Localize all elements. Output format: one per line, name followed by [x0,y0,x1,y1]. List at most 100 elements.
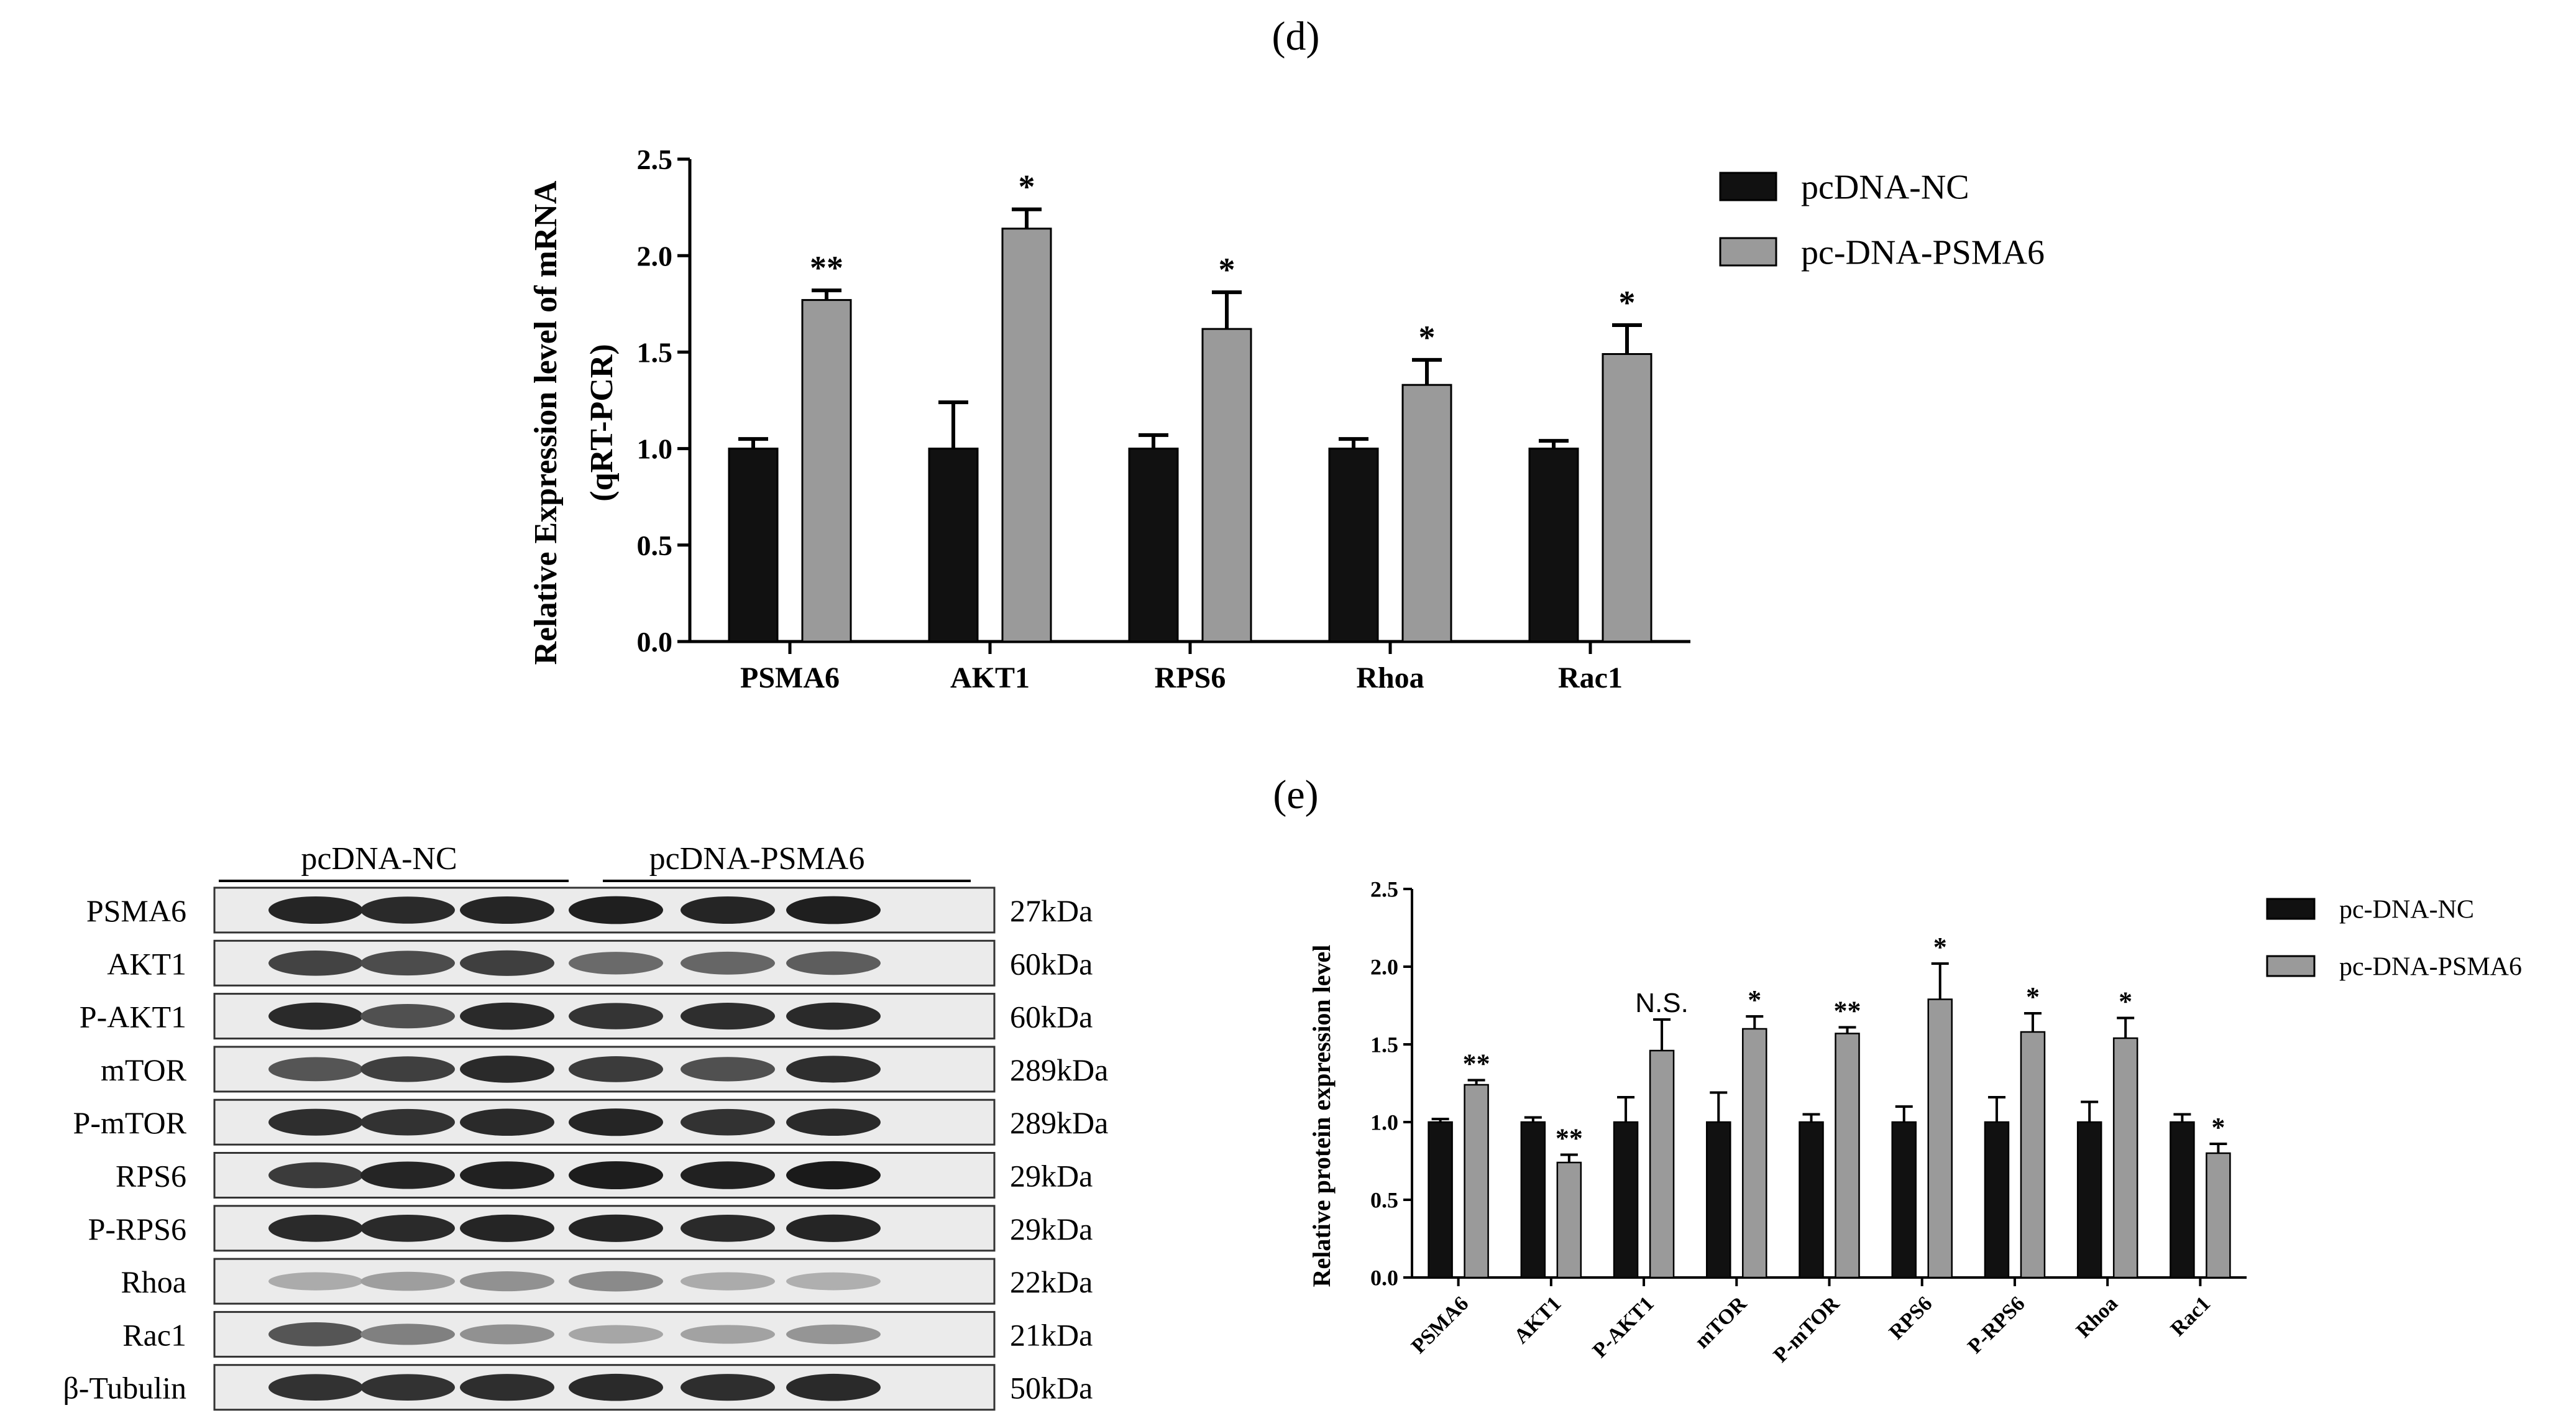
chart-e-category-label: P-mTOR [1769,1292,1845,1367]
blot-band [786,1002,881,1030]
chart-d-ylabel-line1: Relative Expression level of mRNA [528,180,564,665]
blot-band [268,1162,363,1189]
blot-band [268,1057,363,1082]
chart-d-category-label: Rhoa [1356,661,1424,694]
chart-d-bar-treatment [1201,328,1252,643]
chart-d-y-tick-label: 0.0 [637,626,673,658]
chart-d-category-label: Rac1 [1558,661,1623,694]
blot-band [460,1056,554,1083]
blot-protein-label: RPS6 [116,1159,186,1194]
chart-e-legend-label: pc-DNA-PSMA6 [2339,953,2522,982]
chart-d-y-tick-label: 1.0 [637,433,673,465]
chart-d-category-label: RPS6 [1155,661,1226,694]
panel-e-label: (e) [1273,772,1318,817]
blot-band [360,1056,455,1082]
blot-band [268,1272,363,1291]
chart-e-bar-control [1520,1121,1546,1279]
chart-e-bar-treatment [1464,1084,1489,1279]
blot-band [460,950,554,976]
blot-band [268,1002,363,1030]
chart-e-bar-treatment [1835,1033,1860,1279]
chart-e-significance-label: * [2026,982,2040,1012]
chart-e-significance-label: * [2119,987,2132,1017]
blot-band [569,1373,663,1401]
chart-e-bar-control [2170,1121,2195,1279]
blot-protein-label: P-RPS6 [88,1212,186,1246]
chart-e-category-label: P-AKT1 [1588,1292,1659,1362]
blot-band [681,1003,775,1030]
blot-protein-label: P-AKT1 [80,1000,186,1034]
blot-band [681,896,775,924]
chart-d-legend: pcDNA-NC pc-DNA-PSMA6 [1719,168,2045,272]
chart-d-category-label: AKT1 [950,661,1030,694]
blot-protein-label: PSMA6 [86,893,186,928]
blot-band [268,1215,363,1242]
chart-e-bar-control [1891,1121,1917,1279]
chart-e-significance-label: ** [1834,996,1861,1026]
blot-band [569,896,663,924]
blot-size-label: 50kDa [1010,1371,1093,1406]
chart-e-significance-label: ** [1556,1123,1583,1154]
chart-e-bar-treatment [2020,1031,2046,1279]
chart-e-bar-control [1613,1121,1639,1279]
chart-d-significance-label: ** [810,249,843,287]
blot-size-label: 21kDa [1010,1317,1093,1352]
blot-band [681,1374,775,1401]
chart-e-category-label: P-RPS6 [1963,1292,2029,1358]
chart-e-bar-control [1799,1121,1824,1279]
chart-d-bar-treatment [1001,228,1052,643]
chart-e-significance-label: * [1933,932,1947,962]
chart-d-significance-label: * [1419,319,1436,356]
blot-band [786,951,881,975]
blot-band [460,1002,554,1030]
chart-e-bar-control [2076,1121,2102,1279]
blot-band [569,1003,663,1029]
chart-e-legend-swatch [2266,955,2316,977]
blot-protein-label: mTOR [101,1052,187,1087]
chart-d-legend-swatch [1719,237,1777,267]
chart-e-bar-control [1984,1121,2010,1279]
chart-d-significance-label: * [1019,168,1035,206]
chart-e-bar-treatment [1742,1028,1767,1279]
blot-protein-label: β-Tubulin [63,1371,186,1406]
chart-e-y-tick-label: 1.0 [1370,1110,1398,1135]
blot-band [460,1214,554,1242]
chart-d-legend-label: pcDNA-NC [1801,168,1969,207]
blot-band [681,1272,775,1291]
chart-e-category-label: Rhoa [2072,1292,2122,1342]
blot-band [681,1057,775,1082]
chart-d-bar-treatment [1401,384,1452,643]
blot-group-label-1: pcDNA-NC [301,841,457,877]
blot-band [460,1324,554,1345]
blot-band [569,1056,663,1082]
chart-d-significance-label: * [1619,284,1636,321]
chart-e-y-tick-label: 0.0 [1370,1266,1398,1291]
chart-d-y-tick-label: 1.5 [637,337,673,369]
blot-size-label: 60kDa [1010,1000,1093,1034]
blot-band [460,1374,554,1401]
chart-d-y-tick-label: 2.5 [637,144,673,175]
chart-d-bar-control [1128,448,1179,643]
blot-size-label: 27kDa [1010,893,1093,928]
chart-e-category-label: Rac1 [2166,1292,2215,1340]
blot-band [460,1108,554,1136]
chart-d-bars: ****** [728,168,1652,643]
chart-e-y-tick-label: 0.5 [1370,1188,1398,1213]
chart-d-bar-control [1328,448,1379,643]
blot-band [460,1271,554,1292]
blot-band [786,1161,881,1190]
chart-e-bar-treatment [2112,1037,2138,1279]
chart-d-legend-swatch [1719,172,1777,201]
blot-band [268,1108,363,1136]
chart-e-bar-treatment [1649,1049,1675,1279]
panel-d-label: (d) [1272,14,1320,59]
blot-band [569,952,663,975]
chart-e-legend-swatch [2266,898,2316,920]
blot-band [360,1374,455,1401]
blot-band [360,1215,455,1242]
chart-e-significance-label: ** [1463,1049,1490,1079]
blot-band [268,1374,363,1401]
blot-band [681,1215,775,1242]
blot-band [786,1056,881,1083]
